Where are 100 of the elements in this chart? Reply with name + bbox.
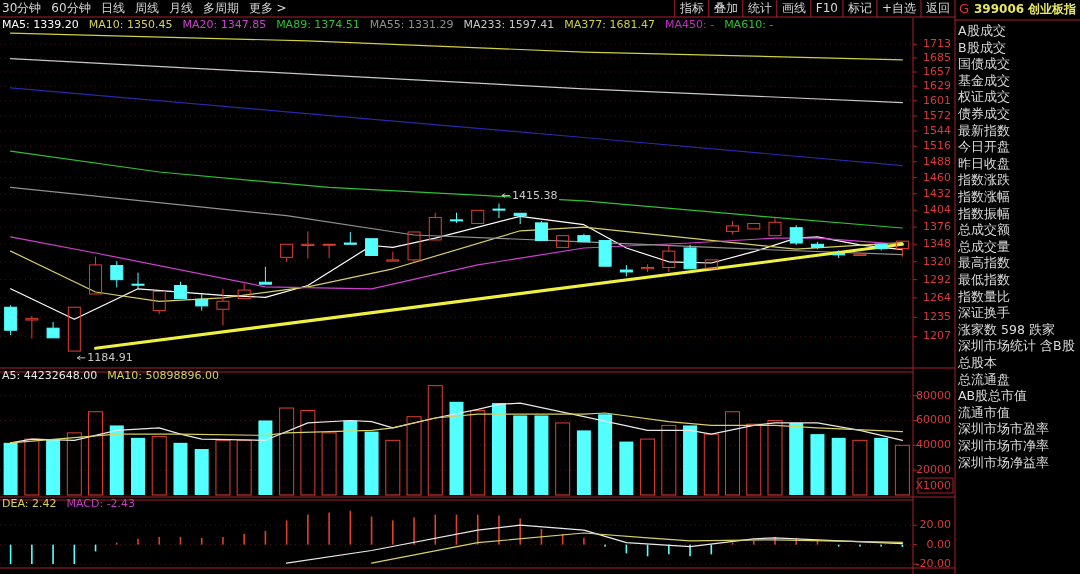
text: MA89: 1374.51 — [276, 18, 360, 31]
candlestick — [768, 217, 782, 237]
text: 深证换手 — [958, 305, 1010, 321]
bar — [619, 441, 634, 495]
bar — [321, 432, 337, 496]
bar — [661, 424, 677, 496]
text: 标记 — [846, 1, 872, 15]
bar — [491, 403, 506, 495]
text: 更多 > — [248, 1, 287, 15]
candlestick — [598, 240, 612, 267]
series-label: MA377: 1681.47 — [564, 18, 655, 31]
bar — [513, 415, 528, 495]
text: MA10: 50898896.00 — [107, 369, 219, 382]
y-tick-label: 20.00 — [919, 518, 951, 532]
bar — [173, 442, 188, 495]
candlestick — [131, 272, 145, 290]
text: 流通市值 — [958, 404, 1010, 420]
candlestick — [513, 212, 527, 225]
bar — [470, 410, 486, 496]
candlestick — [895, 240, 909, 258]
text: 昨日收盘 — [958, 155, 1010, 171]
text: 总成交量 — [957, 238, 1010, 254]
text: 最高指数 — [958, 255, 1010, 271]
candlestick — [365, 238, 379, 256]
text: 指标 — [678, 1, 704, 15]
bar — [131, 437, 146, 495]
text: 深圳市场市净率 — [958, 438, 1049, 453]
text: 叠加 — [713, 1, 738, 15]
y-tick-label: 1488 — [923, 154, 951, 168]
text: +自选 — [881, 1, 916, 15]
bar — [449, 401, 464, 495]
line-series — [10, 150, 903, 229]
text: G — [959, 1, 970, 16]
y-tick-label: 1601 — [923, 93, 951, 107]
y-tick-label: 0.00 — [926, 537, 951, 551]
y-tick-label: 1404 — [923, 203, 951, 217]
candlestick — [280, 243, 294, 263]
text: 债券成交 — [958, 106, 1010, 121]
candlestick — [641, 263, 655, 273]
text: A5: 44232648.00 — [2, 369, 98, 382]
bar — [46, 439, 61, 495]
text: MA5: 1339.20 — [2, 18, 79, 31]
candlestick — [853, 253, 867, 256]
y-tick-label: 1516 — [923, 139, 951, 153]
bar — [767, 419, 783, 496]
bar — [66, 432, 82, 496]
bar — [300, 410, 316, 496]
text: 画线 — [781, 1, 806, 15]
bar — [427, 385, 443, 496]
y-tick-label: 1207 — [923, 329, 951, 343]
text: 深圳市场净益率 — [958, 454, 1049, 470]
legend-label: MA610: - — [724, 18, 774, 31]
bar — [555, 422, 571, 496]
bar — [874, 437, 889, 495]
y-tick-label: 1657 — [923, 65, 951, 79]
text: 统计 — [747, 1, 772, 15]
bar — [534, 415, 549, 495]
text: A股成交 — [958, 23, 1006, 38]
line-series — [371, 532, 903, 564]
candlestick — [216, 288, 230, 326]
bar — [215, 439, 231, 496]
bar — [194, 449, 209, 495]
bar — [894, 444, 910, 496]
candlestick — [152, 290, 166, 315]
line-series — [10, 412, 903, 444]
text: 总成交额 — [957, 222, 1010, 238]
y-tick-label: 1685 — [923, 51, 951, 65]
y-tick-label: 1320 — [923, 254, 951, 268]
bar — [831, 437, 846, 495]
candlestick — [343, 231, 357, 245]
text: B股成交 — [958, 39, 1006, 55]
annotation: 1415.38 — [511, 188, 558, 202]
annotation: 1184.91 — [87, 350, 133, 364]
text: AB股总市值 — [958, 388, 1028, 404]
bar — [88, 411, 104, 496]
y-tick-label: 1460 — [923, 170, 951, 184]
bar — [640, 438, 656, 496]
text: 返回 — [926, 1, 950, 15]
text: 权证成交 — [957, 89, 1010, 105]
candlestick — [704, 259, 718, 269]
text: 30分钟 — [2, 1, 42, 15]
text: MA233: 1597.41 — [463, 18, 555, 31]
line-series — [10, 32, 903, 61]
y-tick-label: 1572 — [923, 108, 951, 122]
y-tick-label: -20.00 — [915, 557, 951, 571]
candlestick — [407, 231, 421, 263]
candlestick — [322, 243, 336, 259]
y-tick-label: 20000 — [916, 463, 951, 477]
candlestick — [683, 244, 697, 270]
text: 最新指数 — [958, 122, 1010, 138]
text: 指数振幅 — [957, 205, 1010, 221]
text: 总股本 — [957, 355, 997, 370]
bar — [703, 433, 719, 496]
text: 指数涨跌 — [957, 172, 1010, 188]
text: 指数量比 — [957, 288, 1010, 304]
y-tick-label: 1235 — [923, 310, 951, 324]
candlestick — [46, 321, 60, 339]
bar — [598, 414, 613, 495]
bar — [236, 439, 252, 496]
bar — [725, 411, 741, 496]
